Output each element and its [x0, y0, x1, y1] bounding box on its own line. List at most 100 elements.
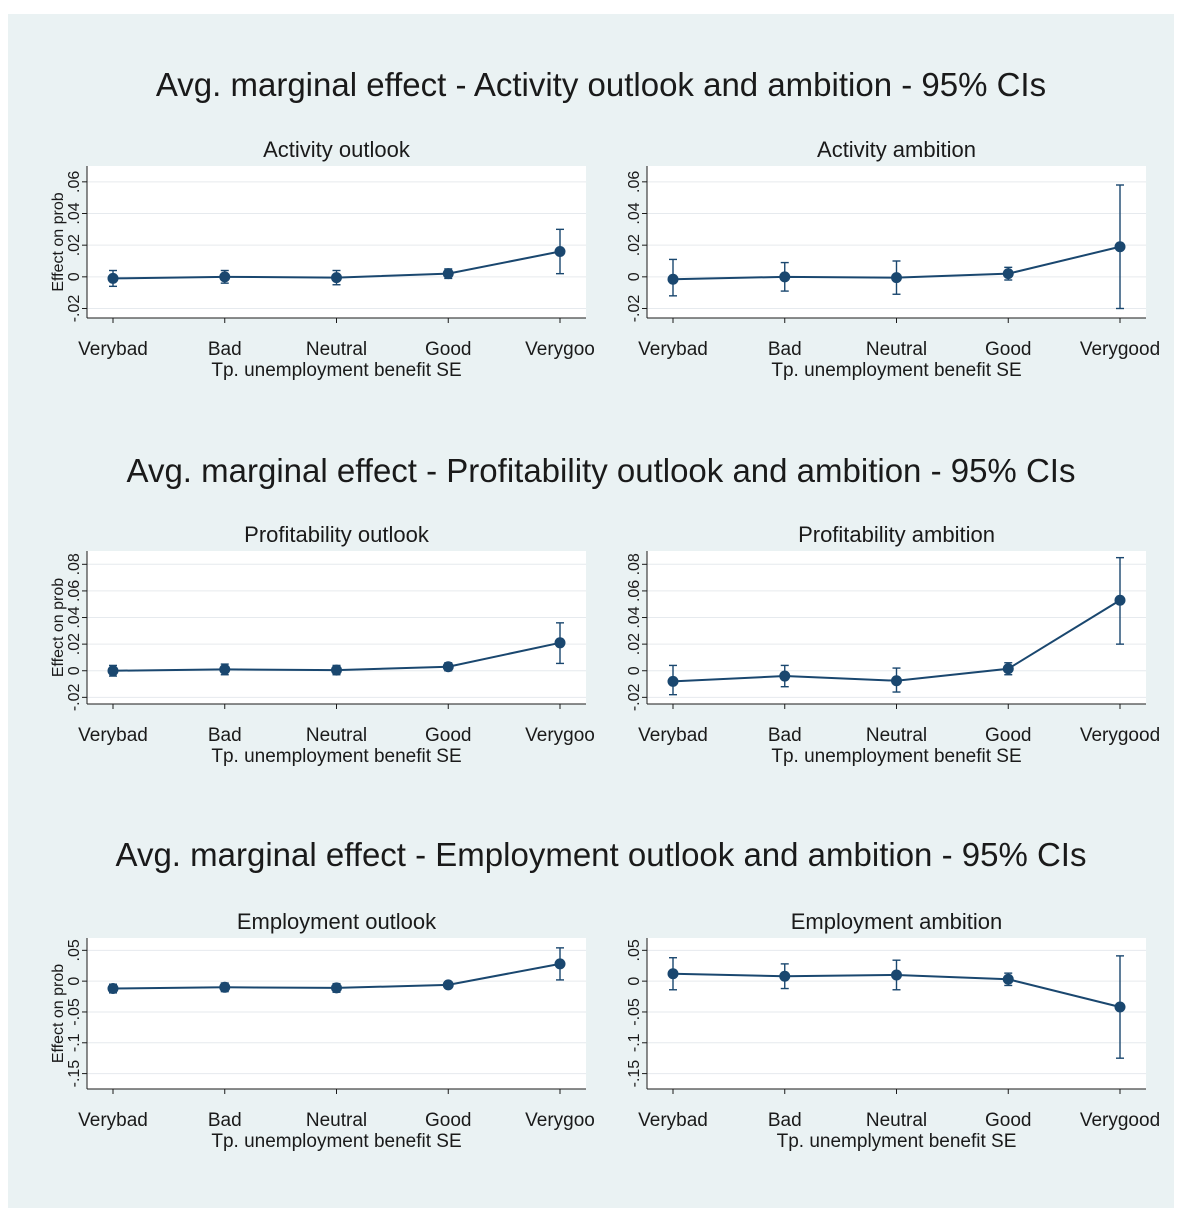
- panel-title: Profitability outlook: [244, 522, 430, 547]
- figure: Avg. marginal effect - Activity outlook …: [8, 14, 1174, 1208]
- x-tick-label: Neutral: [866, 339, 927, 360]
- x-tick-label: Verybad: [78, 725, 148, 746]
- x-tick-label: Verybad: [78, 339, 148, 360]
- panel-title: Employment outlook: [237, 909, 437, 934]
- plot-area: [87, 938, 586, 1089]
- x-tick-label: Verybad: [78, 1110, 148, 1131]
- x-tick-label: Verygoo: [525, 1110, 595, 1131]
- data-point: [331, 982, 342, 994]
- x-tick-label: Verygoo: [525, 339, 595, 360]
- group-title-employment: Avg. marginal effect - Employment outloo…: [116, 836, 1087, 873]
- panel-title: Activity ambition: [817, 137, 976, 162]
- y-tick-label: -.1: [66, 1033, 83, 1052]
- figure-canvas: Avg. marginal effect - Activity outlook …: [50, 66, 1160, 1152]
- x-tick-label: Good: [425, 1110, 471, 1131]
- data-point: [219, 663, 231, 675]
- y-tick-label: 0: [626, 272, 643, 281]
- y-tick-label: 0: [626, 666, 643, 675]
- data-point: [667, 675, 679, 687]
- panel-title: Activity outlook: [263, 137, 411, 162]
- x-tick-label: Bad: [208, 1110, 242, 1131]
- y-tick-label: .05: [66, 939, 83, 961]
- y-tick-label: -.15: [66, 1060, 83, 1088]
- data-point: [442, 268, 454, 280]
- y-tick-label: -.02: [626, 295, 643, 323]
- y-tick-label: .02: [66, 234, 83, 256]
- y-tick-label: -.02: [66, 683, 83, 711]
- x-tick-label: Verygood: [1080, 1110, 1160, 1131]
- data-point: [779, 271, 791, 283]
- x-tick-label: Good: [985, 1110, 1031, 1131]
- data-point: [107, 272, 119, 284]
- x-tick-label: Neutral: [866, 1110, 927, 1131]
- x-tick-label: Verygood: [1080, 725, 1160, 746]
- data-point: [1114, 594, 1126, 606]
- y-tick-label: .02: [626, 234, 643, 256]
- data-point: [554, 958, 566, 970]
- plot-area: [87, 166, 586, 318]
- x-tick-label: Verybad: [638, 339, 708, 360]
- x-tick-label: Bad: [208, 339, 242, 360]
- y-tick-label: .04: [626, 202, 643, 224]
- data-point: [1002, 268, 1014, 280]
- data-point: [442, 661, 454, 673]
- x-tick-label: Verygoo: [525, 725, 595, 746]
- x-tick-label: Good: [425, 339, 471, 360]
- y-tick-label: -.02: [626, 683, 643, 711]
- data-point: [219, 981, 231, 993]
- y-tick-label: -.1: [626, 1033, 643, 1052]
- x-tick-label: Good: [985, 725, 1031, 746]
- y-tick-label: 0: [66, 977, 83, 986]
- data-point: [779, 970, 791, 982]
- data-point: [554, 637, 566, 649]
- x-tick-label: Bad: [768, 339, 802, 360]
- data-point: [779, 670, 791, 682]
- x-tick-label: Verygood: [1080, 339, 1160, 360]
- data-point: [667, 968, 679, 980]
- y-tick-label: .06: [626, 580, 643, 602]
- data-point: [554, 246, 566, 257]
- data-point: [331, 272, 342, 284]
- x-tick-label: Neutral: [306, 1110, 367, 1131]
- x-axis-title: Tp. unemployment benefit SE: [771, 746, 1021, 767]
- y-tick-label: 0: [626, 977, 643, 986]
- y-axis-title: Effect on prob: [50, 964, 67, 1063]
- data-point: [1114, 1001, 1126, 1013]
- y-axis-title: Effect on prob: [50, 192, 67, 291]
- x-tick-label: Good: [985, 339, 1031, 360]
- data-point: [891, 272, 902, 284]
- x-tick-label: Neutral: [866, 725, 927, 746]
- y-tick-label: -.02: [66, 295, 83, 323]
- x-tick-label: Bad: [768, 1110, 802, 1131]
- y-tick-label: .05: [626, 939, 643, 961]
- data-point: [891, 969, 902, 981]
- x-tick-label: Bad: [208, 725, 242, 746]
- y-tick-label: .06: [66, 171, 83, 193]
- x-axis-title: Tp. unemployment benefit SE: [211, 360, 461, 381]
- y-tick-label: -.05: [626, 998, 643, 1026]
- y-axis-title: Effect on prob: [50, 578, 67, 677]
- y-tick-label: .04: [626, 606, 643, 628]
- y-tick-label: .08: [66, 553, 83, 575]
- data-point: [107, 665, 119, 677]
- y-tick-label: .02: [626, 633, 643, 655]
- y-tick-label: -.15: [626, 1060, 643, 1088]
- x-tick-label: Good: [425, 725, 471, 746]
- group-title-profitability: Avg. marginal effect - Profitability out…: [127, 452, 1076, 489]
- y-tick-label: .02: [66, 633, 83, 655]
- panel-title: Profitability ambition: [798, 522, 995, 547]
- data-point: [331, 664, 342, 676]
- y-tick-label: .04: [66, 606, 83, 628]
- x-tick-label: Verybad: [638, 725, 708, 746]
- data-point: [107, 983, 119, 995]
- data-point: [219, 271, 231, 283]
- x-tick-label: Neutral: [306, 339, 367, 360]
- y-tick-label: .06: [626, 171, 643, 193]
- group-title-activity: Avg. marginal effect - Activity outlook …: [156, 66, 1046, 103]
- x-axis-title: Tp. unemployment benefit SE: [771, 360, 1021, 381]
- x-axis-title: Tp. unemplyment benefit SE: [777, 1131, 1017, 1152]
- plot-area: [87, 551, 586, 704]
- x-tick-label: Neutral: [306, 725, 367, 746]
- y-tick-label: 0: [66, 666, 83, 675]
- x-tick-label: Bad: [768, 725, 802, 746]
